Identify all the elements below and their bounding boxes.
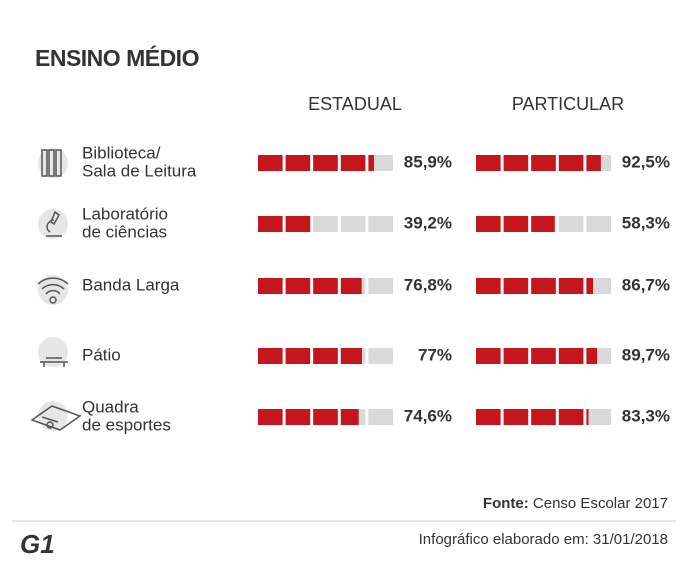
value-label: 74,6% <box>404 406 452 425</box>
value-label: 76,8% <box>404 275 452 294</box>
value-label: 92,5% <box>622 152 670 171</box>
logo: G1 <box>20 529 55 559</box>
block-bg <box>558 216 584 232</box>
category-label: de ciências <box>82 222 167 241</box>
block-bg <box>368 409 393 425</box>
category-label: Sala de Leitura <box>82 161 197 180</box>
source-label: Fonte: <box>483 495 529 512</box>
block-bg <box>368 348 393 364</box>
bar <box>258 278 362 294</box>
source-text: Censo Escolar 2017 <box>533 495 668 512</box>
bar <box>258 348 362 364</box>
value-label: 83,3% <box>622 406 670 425</box>
block-bg <box>368 216 393 232</box>
value-label: 89,7% <box>622 345 670 364</box>
bar <box>476 216 555 232</box>
category-label: Pátio <box>82 345 121 364</box>
column-header: ESTADUAL <box>308 94 402 114</box>
value-label: 85,9% <box>404 152 452 171</box>
bar <box>476 155 601 171</box>
block-bg <box>586 216 611 232</box>
value-label: 39,2% <box>404 213 452 232</box>
category-label: de esportes <box>82 415 171 434</box>
column-header: PARTICULAR <box>512 94 624 114</box>
bar <box>258 155 374 171</box>
source: Fonte: Censo Escolar 2017 <box>483 495 668 512</box>
bar <box>476 409 589 425</box>
bar <box>476 348 598 364</box>
footer: Infográfico elaborado em: 31/01/2018 <box>419 531 668 548</box>
icons <box>30 148 82 431</box>
value-label: 77% <box>418 345 452 364</box>
category-label: Quadra <box>82 397 139 416</box>
chart-title: ENSINO MÉDIO <box>35 44 199 71</box>
value-label: 58,3% <box>622 213 670 232</box>
block-bg <box>368 278 393 294</box>
block-bg <box>586 409 611 425</box>
category-label: Biblioteca/ <box>82 143 161 162</box>
bar <box>258 409 359 425</box>
category-label: Laboratório <box>82 204 168 223</box>
block-bg <box>313 216 338 232</box>
bar <box>476 278 594 294</box>
block-bg <box>340 216 366 232</box>
block-bg <box>368 155 393 171</box>
category-label: Banda Larga <box>82 275 180 294</box>
value-label: 86,7% <box>622 275 670 294</box>
